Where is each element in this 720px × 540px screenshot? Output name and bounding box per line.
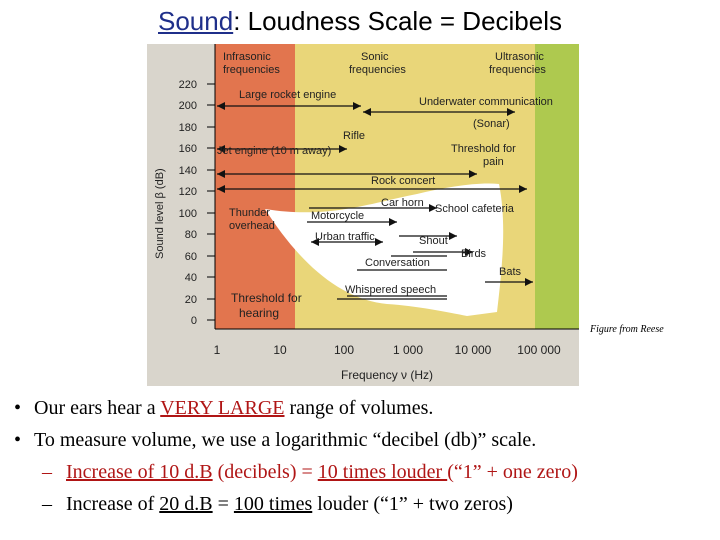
- text-run: =: [212, 493, 234, 515]
- title-text: : Loudness Scale = Decibels: [233, 6, 562, 36]
- x-tick: 1 000: [393, 343, 423, 357]
- y-tick: 200: [179, 100, 197, 112]
- figure-caption: Figure from Reese: [590, 324, 664, 335]
- y-tick: 180: [179, 122, 197, 134]
- thunder-label: Thunder overhead: [229, 207, 275, 232]
- hearing-label: Threshold for hearing: [231, 291, 302, 320]
- y-tick: 140: [179, 165, 197, 177]
- y-tick: 0: [191, 315, 197, 327]
- title-link-sound[interactable]: Sound: [158, 6, 234, 36]
- infrasonic-label: Infrasonic frequencies: [223, 51, 280, 76]
- bullet-list: • Our ears hear a VERY LARGE range of vol…: [14, 392, 714, 520]
- x-tick: 100 000: [517, 343, 561, 357]
- whisper-label: Whispered speech: [345, 284, 436, 296]
- y-tick: 160: [179, 143, 197, 155]
- x-tick: 10 000: [455, 343, 492, 357]
- hearing-region: [265, 183, 504, 316]
- bullet-item: • To measure volume, we use a logarithmic…: [14, 424, 714, 456]
- y-ticks: 220 200 180 160 140 120 100 80 60 40 20 …: [179, 79, 197, 327]
- shout-label: Shout: [419, 235, 448, 247]
- dash-mark: –: [42, 493, 52, 515]
- rifle-label: Rifle: [343, 130, 365, 142]
- sub-bullet-text: Increase of 10 d.B (decibels) = 10 times…: [66, 461, 578, 483]
- slide-title: Sound: Loudness Scale = Decibels: [0, 6, 720, 37]
- jet-label: Jet engine (10 m away): [217, 145, 331, 157]
- x-tick: 10: [273, 343, 287, 357]
- text-run: Increase of: [66, 493, 160, 515]
- y-tick: 220: [179, 79, 197, 91]
- sub-bullet-item: – Increase of 20 d.B = 100 times louder (…: [14, 488, 714, 520]
- text-run: range of volumes.: [284, 397, 434, 419]
- underwater-label: Underwater communication: [419, 96, 553, 108]
- bullet-mark: •: [14, 397, 22, 419]
- infrasonic-region: [215, 44, 295, 329]
- text-run: louder (“1” + two zeros): [312, 493, 513, 515]
- y-tick: 100: [179, 208, 197, 220]
- text-run: 20 d.B: [159, 493, 213, 515]
- text-run: Increase of 10 d.B: [66, 461, 213, 483]
- loudness-figure: Infrasonic frequencies Sonic frequencies U…: [147, 44, 579, 386]
- sub-bullet-text: Increase of 20 d.B = 100 times louder (“…: [66, 493, 513, 515]
- rock-label: Rock concert: [371, 175, 435, 187]
- sonic-label: Sonic frequencies: [349, 51, 406, 76]
- text-run: VERY LARGE: [160, 397, 285, 419]
- y-tick: 60: [185, 251, 197, 263]
- urban-label: Urban traffic: [315, 231, 375, 243]
- motorcycle-label: Motorcycle: [311, 210, 364, 222]
- bats-label: Bats: [499, 266, 522, 278]
- text-run: 10 times louder: [317, 461, 448, 483]
- bullet-text: Our ears hear a VERY LARGE range of volu…: [34, 397, 433, 419]
- text-run: (“1” + one zero): [447, 461, 578, 483]
- text-run: Our ears hear a: [34, 397, 161, 419]
- school-label: School cafeteria: [435, 203, 515, 215]
- ultrasonic-region: [535, 44, 579, 329]
- y-tick: 120: [179, 186, 197, 198]
- x-tick: 100: [334, 343, 354, 357]
- y-tick: 20: [185, 294, 197, 306]
- text-run: 100 times: [233, 493, 313, 515]
- bullet-item: • Our ears hear a VERY LARGE range of vol…: [14, 392, 714, 424]
- car-horn-label: Car horn: [381, 197, 424, 209]
- y-tick: 80: [185, 229, 197, 241]
- ultrasonic-label: Ultrasonic frequencies: [489, 51, 546, 76]
- y-axis-label: Sound level β (dB): [154, 168, 166, 259]
- conversation-label: Conversation: [365, 257, 430, 269]
- x-tick: 1: [214, 343, 221, 357]
- y-tick: 40: [185, 272, 197, 284]
- dash-mark: –: [42, 461, 52, 483]
- text-run: To measure volume, we use a logarithmic …: [34, 429, 537, 451]
- birds-label: Birds: [461, 248, 487, 260]
- sub-bullet-item: – Increase of 10 d.B (decibels) = 10 time…: [14, 456, 714, 488]
- bullet-text: To measure volume, we use a logarithmic …: [34, 429, 536, 451]
- text-run: (decibels) =: [212, 461, 318, 483]
- pain-label: Threshold for pain: [451, 143, 516, 168]
- x-ticks: 1 10 100 1 000 10 000 100 000: [214, 343, 561, 357]
- x-axis-label: Frequency ν (Hz): [341, 368, 433, 382]
- bullet-mark: •: [14, 429, 22, 451]
- large-rocket-label: Large rocket engine: [239, 89, 336, 101]
- sonar-label: (Sonar): [473, 118, 510, 130]
